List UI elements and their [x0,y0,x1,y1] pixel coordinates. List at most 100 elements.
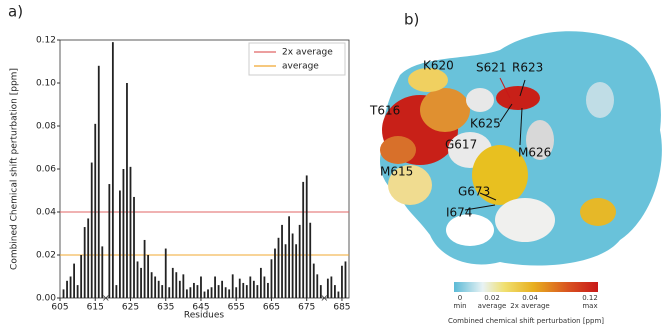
bar [193,283,195,298]
bar [197,285,199,298]
bar [151,272,153,298]
bar [316,274,318,298]
bar [161,285,163,298]
bar [112,42,114,298]
bar [73,264,75,298]
bar [341,266,343,298]
bar [253,281,255,298]
colorbar-tick: 0.12 [582,294,598,302]
bar [172,268,174,298]
bar [207,289,209,298]
bar [168,287,170,298]
y-tick-label: 0.06 [36,165,56,175]
bar [119,191,121,299]
bar [214,277,216,299]
bar [239,279,241,298]
bar [182,274,184,298]
bar [77,285,79,298]
bar [147,255,149,298]
bar [158,281,160,298]
bar [267,283,269,298]
bar [84,227,86,298]
x-tick-label: 665 [263,303,280,313]
x-tick-label: 685 [333,303,350,313]
bar [246,285,248,298]
residue-label: K625 [470,117,501,131]
bar [218,285,220,298]
panel-label: b) [404,11,419,29]
bar [221,281,223,298]
bar [130,167,132,298]
bar [260,268,262,298]
bar [288,216,290,298]
colorbar-caption: 2x average [510,302,549,310]
bar [292,234,294,299]
x-tick-label: 655 [228,303,245,313]
bar [334,285,336,298]
bar [133,197,135,298]
x-tick-label: 635 [157,303,174,313]
bar [345,261,347,298]
bar [63,289,65,298]
residue-label: M626 [518,146,551,160]
bar [165,249,167,298]
bar [225,287,227,298]
residue-label: M615 [380,165,413,179]
bar [126,83,128,298]
bar [330,277,332,299]
legend-label: average [282,62,319,72]
residue-label: G617 [445,138,477,152]
residue-label: T616 [369,104,400,118]
bar [271,259,273,298]
colorbar-caption: average [478,302,507,310]
bar [98,66,100,298]
bar [101,246,103,298]
bar [66,281,68,298]
figure: a) b) Combined Chemical shift perturbati… [0,0,668,329]
bar [320,285,322,298]
bar [190,287,192,298]
panel-label: a) [8,3,23,21]
bar [200,277,202,299]
residue-label: G673 [458,185,490,199]
bar [144,240,146,298]
bar [186,289,188,298]
bar [338,292,340,298]
y-tick-label: 0.04 [36,208,56,218]
bar [232,274,234,298]
bar [137,261,139,298]
residue-label: R623 [512,61,543,75]
residue-label: K620 [423,59,454,73]
bar [306,175,308,298]
bar [302,182,304,298]
bar [154,277,156,299]
bar [278,238,280,298]
bar [87,218,89,298]
bar [115,285,117,298]
bar [94,124,96,298]
bar [299,225,301,298]
colorbar-caption: min [453,302,466,310]
legend-label: 2x average [282,48,333,58]
bar [175,272,177,298]
y-tick-label: 0.08 [36,122,56,132]
x-tick-label: 675 [298,303,315,313]
bar [70,277,72,299]
bar [91,163,93,298]
y-axis-title: Combined Chemical shift perturbation [pp… [10,68,20,270]
bar [274,249,276,298]
colorbar [454,282,598,292]
bar [211,287,213,298]
bar [327,279,329,298]
y-tick-label: 0.12 [36,36,56,46]
colorbar-tick: 0.04 [522,294,538,302]
bar [309,223,311,298]
bar [108,184,110,298]
bar [140,268,142,298]
bar [235,287,237,298]
bar [295,244,297,298]
x-tick-label: 615 [87,303,104,313]
bar [249,277,251,299]
bar [123,169,125,298]
colorbar-tick: 0.02 [484,294,500,302]
